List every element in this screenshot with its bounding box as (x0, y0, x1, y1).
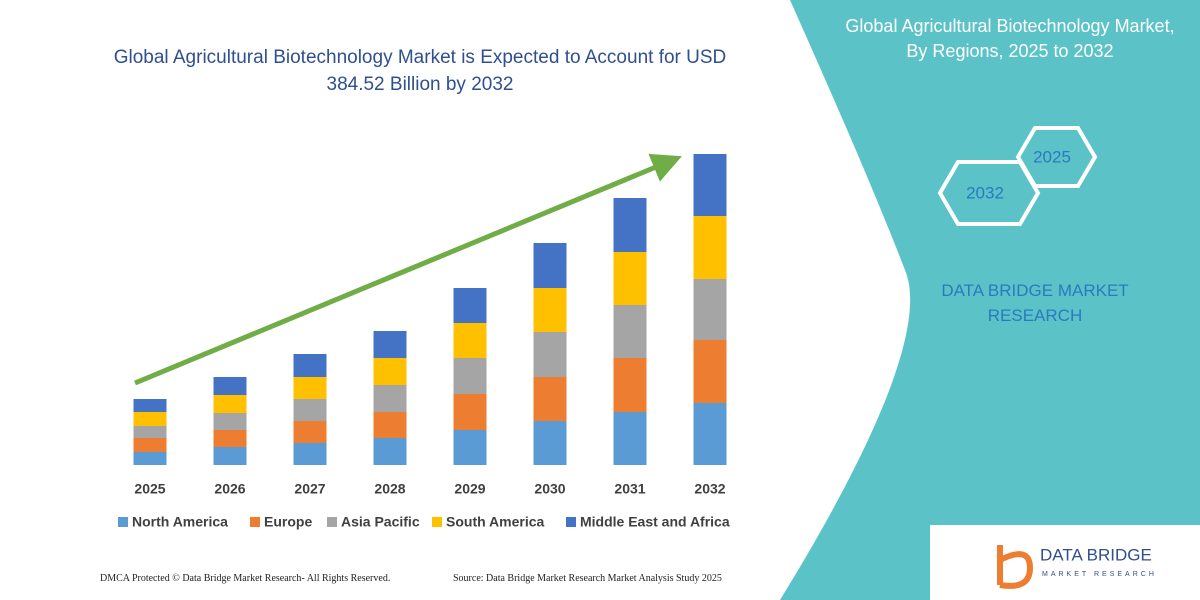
bar-segment (293, 443, 327, 465)
brand: DATA BRIDGE MARKET RESEARCH (941, 281, 1129, 325)
panel-title: Global Agricultural Biotechnology Market… (845, 16, 1175, 61)
hex-label: 2032 (966, 183, 1004, 202)
legend-swatch (566, 517, 576, 527)
legend-label: South America (446, 514, 544, 530)
legend-label: Middle East and Africa (580, 514, 730, 530)
bar-segment (453, 358, 487, 394)
bar-segment (613, 412, 647, 465)
bar-segment (693, 154, 727, 216)
bar-segment (453, 323, 487, 358)
bar-segment (133, 412, 167, 426)
bar-segment (613, 252, 647, 305)
x-tick-label: 2031 (614, 481, 645, 497)
bar-segment (213, 430, 247, 447)
footer-left: DMCA Protected © Data Bridge Market Rese… (100, 573, 391, 584)
legend-swatch (118, 517, 128, 527)
bar-segment (613, 305, 647, 358)
legend-label: Europe (264, 514, 312, 530)
bar-segment (293, 399, 327, 421)
bar-segment (373, 412, 407, 438)
bar-segment (533, 243, 567, 288)
footer-right: Source: Data Bridge Market Research Mark… (453, 573, 722, 584)
x-tick-label: 2028 (374, 481, 405, 497)
trend-arrow (134, 153, 682, 386)
bar-segment (613, 198, 647, 252)
bar-segment (133, 438, 167, 452)
bar-segment (453, 394, 487, 430)
x-tick-label: 2029 (454, 481, 485, 497)
bar-segment (373, 438, 407, 465)
x-tick-label: 2030 (534, 481, 565, 497)
bar-segment (133, 399, 167, 412)
bar-segment (533, 288, 567, 332)
bar-segment (693, 279, 727, 340)
bar-segment (213, 447, 247, 465)
legend-swatch (327, 517, 337, 527)
bar-segment (133, 452, 167, 465)
x-tick-label: 2032 (694, 481, 725, 497)
bar-segment (613, 358, 647, 412)
bar-segment (453, 288, 487, 323)
side-panel (780, 0, 1200, 600)
bar-segment (453, 430, 487, 465)
bar-segment (293, 377, 327, 399)
legend-label: Asia Pacific (341, 514, 420, 530)
x-tick-label: 2025 (134, 481, 165, 497)
legend-label: North America (132, 514, 228, 530)
hexagon (937, 160, 1041, 226)
bar-segment (533, 377, 567, 421)
bar-segment (373, 358, 407, 385)
bar-segment (293, 421, 327, 443)
hex-label: 2025 (1033, 147, 1071, 166)
bar-segment (213, 413, 247, 430)
bar-segment (213, 395, 247, 413)
x-tick-label: 2026 (214, 481, 245, 497)
bar-segment (293, 354, 327, 377)
bar-segment (693, 340, 727, 403)
bar-segment (693, 216, 727, 279)
chart-title: Global Agricultural Biotechnology Market… (113, 47, 727, 95)
bar-segment (133, 426, 167, 438)
bar-segment (373, 331, 407, 358)
bar-segment (213, 377, 247, 395)
chart: 2025 2026 2027 2028 2029 2030 2031 2032 North Am… (118, 153, 730, 530)
legend-swatch (432, 517, 442, 527)
logo-tagline: MARKET RESEARCH (1042, 571, 1157, 578)
logo-name: DATA BRIDGE (1040, 545, 1152, 564)
hexagon (1015, 126, 1098, 188)
bar-segment (373, 385, 407, 412)
bar-segment (533, 421, 567, 465)
bar-segment (533, 332, 567, 377)
bar-segment (693, 403, 727, 465)
logo-icon (997, 545, 1034, 589)
x-tick-label: 2027 (294, 481, 325, 497)
legend-swatch (250, 517, 260, 527)
